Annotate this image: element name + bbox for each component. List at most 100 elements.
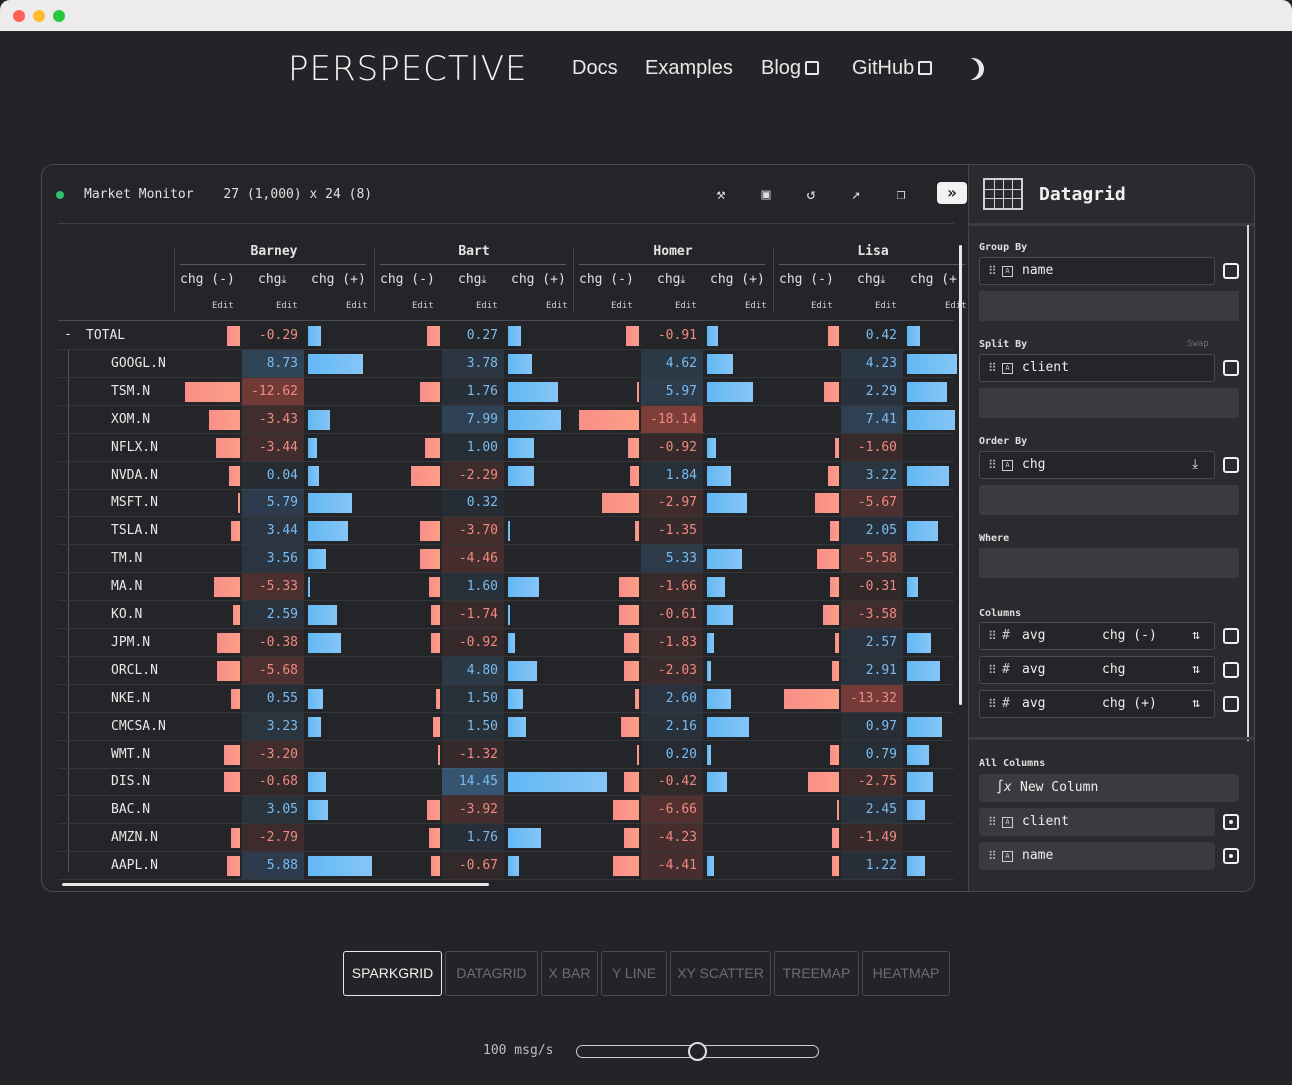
sort-desc-icon[interactable]: ⤓ [481,273,487,286]
value-cell[interactable]: -4.41 [641,852,703,880]
value-cell[interactable]: 7.41 [841,405,903,433]
value-cell[interactable]: 5.88 [242,852,304,880]
value-cell[interactable]: -2.03 [641,656,703,684]
value-cell[interactable]: 5.33 [641,545,703,573]
drag-handle-icon[interactable]: ⠿ [988,663,997,677]
drag-handle-icon[interactable]: ⠿ [988,361,997,375]
plugin-tab-treemap[interactable]: TREEMAP [774,951,859,996]
value-cell[interactable]: -2.75 [841,768,903,796]
value-cell[interactable]: -0.67 [442,852,504,880]
drag-handle-icon[interactable]: ⠿ [988,629,997,643]
table-row[interactable]: TSM.N -12.62 1.76 5.97 2.29 [58,377,954,406]
group-header[interactable]: Homer [653,244,693,259]
datagrid-icon[interactable] [983,178,1023,210]
table-row[interactable]: ORCL.N -5.68 4.80 -2.03 2.91 [58,656,954,685]
drag-handle-icon[interactable]: ⠿ [988,815,997,829]
table-row[interactable]: NKE.N 0.55 1.50 2.60 -13.32 [58,684,954,713]
column-header[interactable]: chg (+) [910,272,965,287]
value-cell[interactable]: 0.20 [641,740,703,768]
value-cell[interactable]: 14.45 [442,768,504,796]
value-cell[interactable]: 0.97 [841,712,903,740]
active-column-pill[interactable]: ⠿ # avg chg ⇅ [979,656,1215,684]
value-cell[interactable]: -0.68 [242,768,304,796]
value-cell[interactable]: -5.67 [841,489,903,517]
value-cell[interactable]: -3.92 [442,796,504,824]
value-cell[interactable]: 3.56 [242,545,304,573]
nav-docs[interactable]: Docs [572,57,618,79]
value-cell[interactable]: -2.97 [641,489,703,517]
value-cell[interactable]: 1.84 [641,461,703,489]
edit-link[interactable]: Edit [875,301,897,311]
value-cell[interactable]: 1.50 [442,712,504,740]
where-dropzone[interactable] [979,548,1239,578]
edit-link[interactable]: Edit [611,301,633,311]
column-header[interactable]: chg (+) [311,272,366,287]
edit-link[interactable]: Edit [476,301,498,311]
value-cell[interactable]: -0.92 [641,433,703,461]
table-row[interactable]: MSFT.N 5.79 0.32 -2.97 -5.67 [58,489,954,518]
value-cell[interactable]: 2.05 [841,517,903,545]
maximize-window-button[interactable] [53,10,65,22]
value-cell[interactable]: -1.83 [641,628,703,656]
value-cell[interactable]: 2.59 [242,601,304,628]
new-column-button[interactable]: ∫x New Column [979,774,1239,802]
collapse-settings-button[interactable]: » [937,182,967,204]
value-cell[interactable]: -0.91 [657,328,697,343]
value-cell[interactable]: -12.62 [242,377,304,405]
column-header[interactable]: chg (-) [180,272,235,287]
edit-link[interactable]: Edit [546,301,568,311]
active-column-pill[interactable]: ⠿ # avg chg (+) ⇅ [979,690,1215,718]
column-header[interactable]: chg⤓ [657,272,685,287]
add-column-toggle[interactable] [1223,814,1239,830]
drag-handle-icon[interactable]: ⠿ [988,697,997,711]
value-cell[interactable]: -2.29 [442,461,504,489]
drag-handle-icon[interactable]: ⠿ [988,458,997,472]
value-cell[interactable]: -3.20 [242,740,304,768]
sort-desc-icon[interactable]: ⤓ [1192,457,1198,472]
nav-examples[interactable]: Examples [645,57,733,79]
plugin-title[interactable]: Datagrid [1039,184,1126,205]
column-header[interactable]: chg (+) [511,272,566,287]
column-header[interactable]: chg⤓ [258,272,286,287]
value-cell[interactable]: -13.32 [841,684,903,712]
value-cell[interactable]: 7.99 [442,405,504,433]
aggregate-selector[interactable]: avg [1022,628,1046,643]
value-cell[interactable]: 1.22 [841,852,903,880]
column-header[interactable]: chg (-) [380,272,435,287]
value-cell[interactable]: 0.04 [242,461,304,489]
sort-desc-icon[interactable]: ⤓ [281,273,287,286]
table-row[interactable]: BAC.N 3.05 -3.92 -6.66 2.45 [58,796,954,825]
drag-handle-icon[interactable]: ⠿ [988,264,997,278]
group-by-checkbox[interactable] [1223,263,1239,279]
value-cell[interactable]: -1.74 [442,601,504,628]
table-row[interactable]: KO.N 2.59 -1.74 -0.61 -3.58 [58,601,954,629]
value-cell[interactable]: 4.23 [841,349,903,377]
save-icon[interactable]: ▣ [761,185,771,203]
value-cell[interactable]: 3.78 [442,349,504,377]
table-row[interactable]: TOTAL - -0.29 0.27 -0.91 0.42 [58,322,954,350]
value-cell[interactable]: -0.42 [641,768,703,796]
edit-link[interactable]: Edit [945,301,967,311]
nav-blog[interactable]: Blog [761,57,820,80]
viewer-title[interactable]: Market Monitor [84,187,194,202]
add-column-toggle[interactable] [1223,848,1239,864]
value-cell[interactable]: -2.79 [242,824,304,852]
value-cell[interactable]: 3.23 [242,712,304,740]
value-cell[interactable]: 0.55 [242,684,304,712]
value-cell[interactable]: 2.29 [841,377,903,405]
theme-toggle-moon-icon[interactable] [962,58,984,80]
value-cell[interactable]: 4.80 [442,656,504,684]
value-cell[interactable]: 4.62 [641,349,703,377]
value-cell[interactable]: 2.16 [641,712,703,740]
vertical-scrollbar[interactable] [959,245,962,705]
plugin-tab-y-line[interactable]: Y LINE [601,951,667,996]
value-cell[interactable]: 1.60 [442,573,504,601]
value-cell[interactable]: 0.32 [442,489,504,517]
column-header[interactable]: chg (-) [779,272,834,287]
value-cell[interactable]: 3.22 [841,461,903,489]
value-cell[interactable]: -6.66 [641,796,703,824]
value-cell[interactable]: -5.33 [242,573,304,601]
column-header[interactable]: chg⤓ [458,272,486,287]
